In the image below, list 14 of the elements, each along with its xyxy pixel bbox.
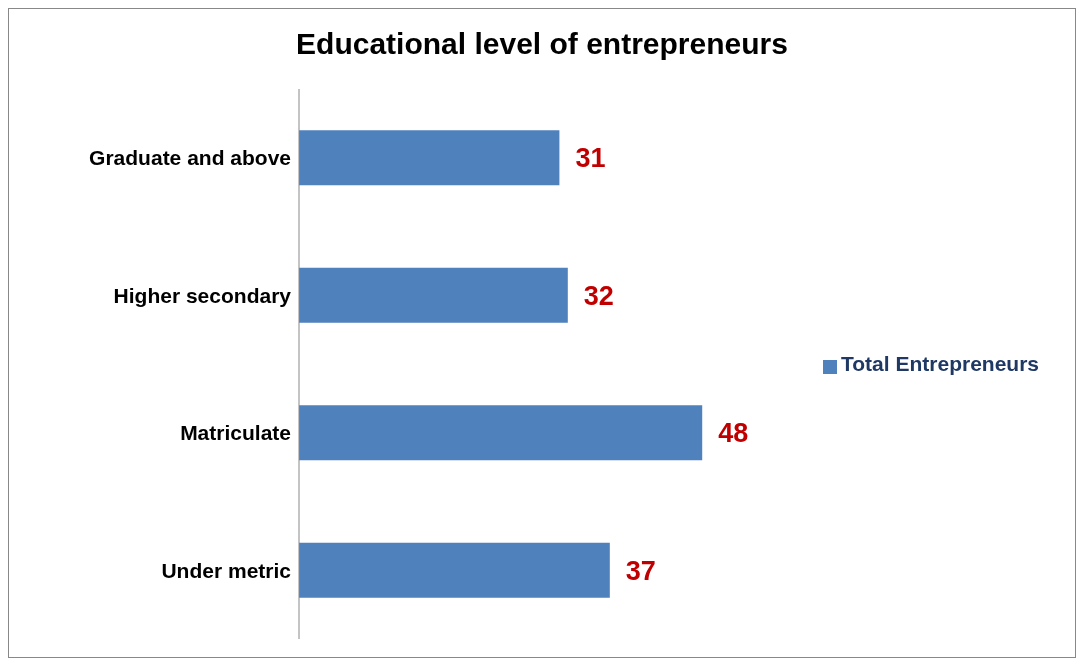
data-label: 48 (718, 418, 749, 449)
data-label: 31 (575, 143, 606, 174)
bar (299, 267, 568, 323)
data-label: 37 (625, 555, 656, 586)
legend-label: Total Entrepreneurs (841, 352, 1039, 375)
bar (299, 130, 560, 186)
y-tick-label: Matriculate (180, 421, 291, 445)
bar (299, 542, 610, 598)
data-label: 32 (583, 280, 614, 311)
y-tick-label: Under metric (161, 558, 292, 582)
y-tick-label: Graduate and above (89, 146, 291, 170)
chart-title: Educational level of entrepreneurs (295, 26, 789, 62)
y-tick-label: Higher secondary (113, 283, 292, 307)
bar (299, 405, 703, 461)
